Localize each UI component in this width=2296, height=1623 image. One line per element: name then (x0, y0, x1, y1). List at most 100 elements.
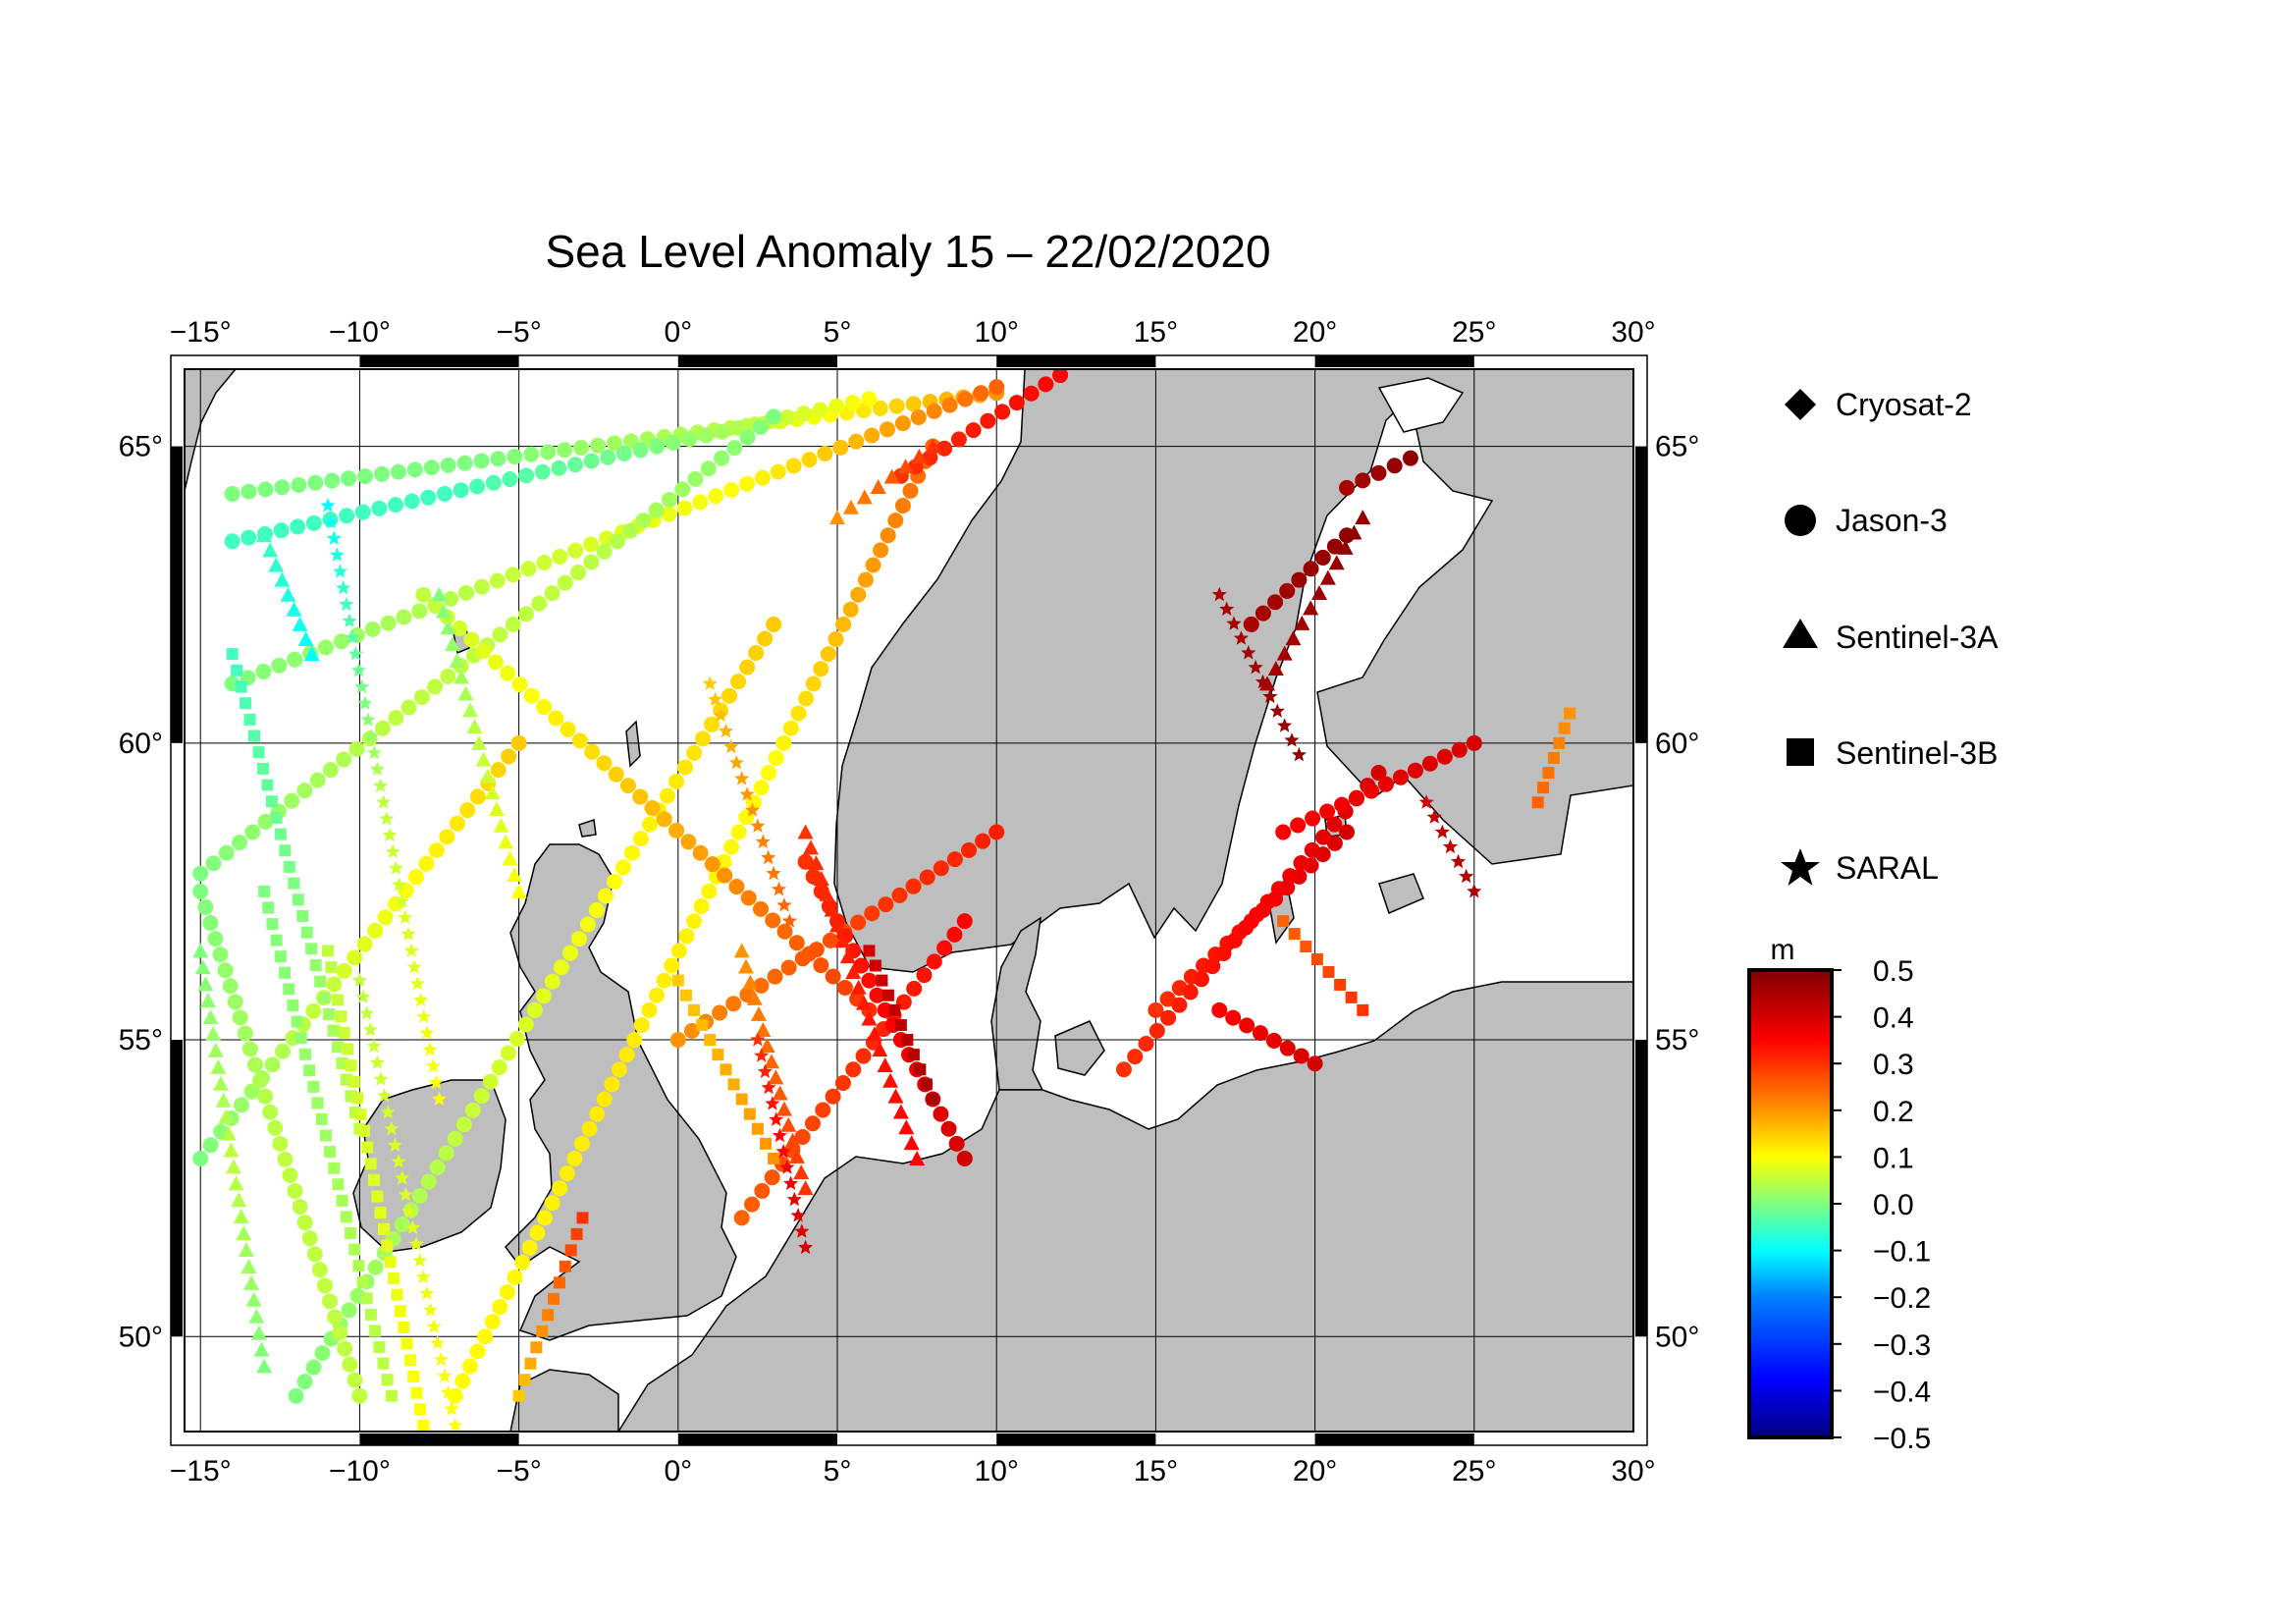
jason-3-point (296, 783, 313, 799)
sentinel-3b-point (1558, 722, 1571, 734)
jason-3-point (764, 1169, 780, 1186)
jason-3-point (364, 621, 381, 637)
series-sentinel-3a (192, 438, 1371, 1374)
sentinel-3b-point (351, 1092, 364, 1105)
jason-3-point (660, 787, 675, 804)
saral-point (779, 1160, 795, 1174)
jason-3-point (668, 822, 685, 839)
saral-point (772, 1127, 787, 1143)
jason-3-point (782, 720, 799, 736)
jason-3-point (805, 676, 822, 692)
saral-point (416, 1008, 432, 1023)
sentinel-3a-point (233, 1209, 249, 1224)
jason-3-point (973, 385, 989, 402)
sentinel-3b-point (371, 1190, 384, 1203)
sentinel-3a-point (303, 646, 320, 662)
saral-point (391, 877, 407, 892)
sentinel-3b-point (907, 1049, 920, 1061)
jason-3-point (766, 616, 782, 632)
jason-3-point (801, 452, 818, 468)
sentinel-3b-point (294, 1032, 307, 1045)
saral-point (781, 913, 797, 928)
saral-point (757, 1063, 773, 1079)
sentinel-3a-point (238, 1242, 254, 1258)
jason-3-point (641, 816, 658, 833)
jason-3-point (649, 987, 666, 1003)
sentinel-3a-point (480, 768, 497, 784)
sentinel-3b-point (292, 893, 304, 906)
jason-3-point (570, 931, 587, 947)
saral-point (373, 778, 389, 792)
jason-3-point (842, 601, 859, 618)
jason-3-point (940, 1120, 957, 1137)
saral-point (750, 818, 766, 833)
sentinel-3a-point (772, 1085, 788, 1101)
jason-3-point (523, 687, 540, 704)
legend-label-jason-3: Jason-3 (1836, 503, 1948, 538)
sentinel-3a-point (911, 448, 928, 463)
jason-3-point (864, 905, 881, 922)
land-orkney (578, 819, 597, 838)
saral-point (336, 580, 351, 595)
jason-3-point (241, 1041, 258, 1057)
jason-3-point (926, 403, 942, 419)
sentinel-3a-point (755, 1021, 772, 1037)
sentinel-3b-point (894, 1018, 907, 1031)
jason-3-point (665, 434, 681, 451)
jason-3-point (933, 860, 949, 877)
jason-3-point (473, 578, 490, 595)
sentinel-3b-point (270, 811, 283, 824)
jason-3-point (1392, 769, 1409, 785)
sentinel-3a-point (223, 1142, 240, 1158)
lat-tick-label-left: 50° (119, 1321, 163, 1353)
jason-3-point (212, 947, 229, 963)
sentinel-3a-point (1267, 660, 1284, 676)
jason-3-point (1226, 932, 1243, 948)
jason-3-point (536, 1210, 553, 1226)
sentinel-3b-point (530, 1341, 543, 1354)
jason-3-point (936, 940, 953, 956)
jason-3-point (257, 481, 274, 498)
legend-label-saral: SARAL (1836, 850, 1939, 886)
jason-3-point (670, 943, 687, 959)
jason-3-point (1362, 783, 1379, 799)
sentinel-3b-point (394, 1305, 406, 1318)
sentinel-3b-point (735, 1093, 748, 1106)
jason-3-point (1215, 946, 1232, 962)
jason-3-point (1265, 1032, 1282, 1049)
jason-3-point (507, 1269, 523, 1285)
sentinel-3b-point (1531, 796, 1544, 809)
jason-3-point (804, 1115, 821, 1132)
lon-tick-label-top: −10° (329, 316, 391, 349)
saral-point (723, 738, 739, 754)
jason-3-point (906, 980, 923, 997)
sentinel-3a-point (1276, 645, 1293, 661)
jason-3-point (728, 879, 745, 895)
sentinel-3a-point (200, 993, 217, 1008)
jason-3-point (588, 901, 605, 918)
sentinel-3a-point (897, 459, 914, 474)
sentinel-3b-point (920, 1078, 933, 1091)
jason-3-point (341, 1302, 357, 1319)
lon-tick-label-top: 0° (664, 316, 692, 349)
jason-3-point (485, 474, 502, 491)
sentinel-3b-point (760, 1137, 773, 1150)
saral-point (437, 1368, 453, 1383)
sentinel-3b-point (307, 1080, 320, 1093)
sentinel-3a-point (1319, 569, 1336, 585)
sentinel-3a-point (228, 1175, 244, 1191)
saral-point (1434, 824, 1450, 839)
jason-3-point (243, 1083, 260, 1100)
lon-tick-label-top: 5° (824, 316, 852, 349)
sentinel-3b-point (332, 1178, 345, 1191)
jason-3-point (619, 778, 636, 794)
saral-point (398, 909, 413, 925)
frame-bar-right (1635, 446, 1647, 743)
jason-3-point (1370, 464, 1387, 481)
sentinel-3b-point (381, 1374, 394, 1386)
legend-label-cryosat-2: Cryosat-2 (1836, 387, 1972, 422)
sentinel-3b-point (378, 1222, 391, 1235)
jason-3-point (767, 968, 783, 985)
jason-3-point (342, 1356, 358, 1373)
sentinel-3b-point (327, 1024, 340, 1037)
